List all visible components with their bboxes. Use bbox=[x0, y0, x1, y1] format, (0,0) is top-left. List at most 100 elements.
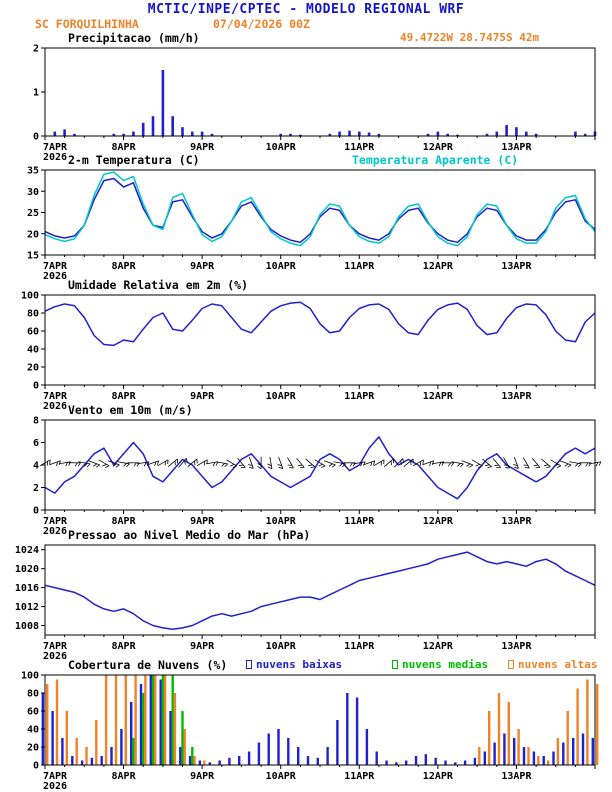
svg-text:15: 15 bbox=[27, 251, 39, 262]
svg-text:7APR: 7APR bbox=[43, 771, 68, 782]
svg-text:60: 60 bbox=[27, 707, 39, 718]
svg-text:13APR: 13APR bbox=[501, 142, 532, 153]
svg-text:8APR: 8APR bbox=[112, 261, 137, 272]
svg-text:10APR: 10APR bbox=[266, 771, 297, 782]
svg-text:11APR: 11APR bbox=[344, 641, 375, 652]
svg-text:9APR: 9APR bbox=[190, 391, 215, 402]
svg-text:2026: 2026 bbox=[43, 271, 67, 282]
legend-high-clouds: nuvens altas bbox=[508, 658, 597, 671]
panel-title-wind: Vento em 10m (m/s) bbox=[68, 403, 193, 417]
svg-text:100: 100 bbox=[21, 291, 39, 302]
panel-title-precipitation: Precipitacao (mm/h) bbox=[68, 31, 200, 45]
svg-text:25: 25 bbox=[27, 208, 39, 219]
svg-text:1016: 1016 bbox=[15, 583, 39, 594]
svg-text:7APR: 7APR bbox=[43, 261, 68, 272]
svg-text:12APR: 12APR bbox=[423, 142, 454, 153]
svg-text:13APR: 13APR bbox=[501, 516, 532, 527]
svg-text:8APR: 8APR bbox=[112, 771, 137, 782]
svg-text:11APR: 11APR bbox=[344, 771, 375, 782]
svg-text:9APR: 9APR bbox=[190, 261, 215, 272]
svg-text:2026: 2026 bbox=[43, 401, 67, 412]
svg-text:40: 40 bbox=[27, 345, 39, 356]
legend-low-clouds: nuvens baixas bbox=[246, 658, 342, 671]
svg-text:10APR: 10APR bbox=[266, 391, 297, 402]
svg-text:9APR: 9APR bbox=[190, 516, 215, 527]
svg-text:30: 30 bbox=[27, 187, 39, 198]
panel-title-clouds: Cobertura de Nuvens (%) bbox=[68, 658, 228, 672]
panel-title-pressure: Pressao ao Nivel Medio do Mar (hPa) bbox=[68, 528, 311, 542]
low-clouds-swatch-icon bbox=[246, 660, 252, 669]
svg-text:10APR: 10APR bbox=[266, 261, 297, 272]
svg-text:11APR: 11APR bbox=[344, 142, 375, 153]
svg-text:20: 20 bbox=[27, 743, 39, 754]
svg-text:8APR: 8APR bbox=[112, 516, 137, 527]
svg-text:20: 20 bbox=[27, 363, 39, 374]
svg-text:1020: 1020 bbox=[15, 564, 39, 575]
apparent-temperature-label: Temperatura Aparente (C) bbox=[352, 153, 519, 167]
station-name: SC FORQUILHINHA bbox=[35, 17, 139, 31]
svg-text:2026: 2026 bbox=[43, 152, 67, 163]
page-title: MCTIC/INPE/CPTEC - MODELO REGIONAL WRF bbox=[147, 2, 465, 17]
panel-title-humidity: Umidade Relativa em 2m (%) bbox=[68, 278, 249, 292]
svg-text:13APR: 13APR bbox=[501, 261, 532, 272]
precipitation-chart: 0 1 2 7APR 2026 8APR 9APR 10APR 11APR 12APR 13APR bbox=[0, 44, 612, 170]
legend-mid-clouds: nuvens medias bbox=[392, 658, 488, 671]
svg-text:1008: 1008 bbox=[15, 621, 39, 632]
svg-text:7APR: 7APR bbox=[43, 516, 68, 527]
svg-text:1: 1 bbox=[33, 88, 39, 99]
wind-chart: 0 2 4 6 8 7APR 2026 8APR 9APR 10APR 11APR 12APR 13AP… bbox=[0, 416, 612, 544]
legend-mid-clouds-label: nuvens medias bbox=[402, 658, 489, 671]
svg-text:20: 20 bbox=[27, 229, 39, 240]
svg-text:10APR: 10APR bbox=[266, 516, 297, 527]
svg-text:2: 2 bbox=[33, 483, 39, 494]
svg-text:0: 0 bbox=[33, 381, 39, 392]
svg-text:10APR: 10APR bbox=[266, 641, 297, 652]
svg-text:80: 80 bbox=[27, 689, 39, 700]
svg-text:9APR: 9APR bbox=[190, 641, 215, 652]
svg-text:7APR: 7APR bbox=[43, 641, 68, 652]
svg-text:0: 0 bbox=[33, 761, 39, 772]
humidity-chart: 0 20 40 60 80 100 7APR 2026 8APR 9APR 10APR 11APR 12… bbox=[0, 291, 612, 419]
legend-high-clouds-label: nuvens altas bbox=[518, 658, 598, 671]
svg-text:7APR: 7APR bbox=[43, 142, 68, 153]
svg-text:12APR: 12APR bbox=[423, 516, 454, 527]
svg-text:80: 80 bbox=[27, 309, 39, 320]
svg-text:10APR: 10APR bbox=[266, 142, 297, 153]
svg-text:8APR: 8APR bbox=[112, 641, 137, 652]
svg-text:8APR: 8APR bbox=[112, 391, 137, 402]
svg-text:0: 0 bbox=[33, 506, 39, 517]
pressure-chart: 1008 1012 1016 1020 1024 7APR 2026 8APR 9APR 10AP… bbox=[0, 541, 612, 669]
svg-text:0: 0 bbox=[33, 132, 39, 143]
svg-text:8: 8 bbox=[33, 416, 39, 427]
svg-text:13APR: 13APR bbox=[501, 391, 532, 402]
svg-text:11APR: 11APR bbox=[344, 516, 375, 527]
svg-text:11APR: 11APR bbox=[344, 391, 375, 402]
svg-text:11APR: 11APR bbox=[344, 261, 375, 272]
svg-text:13APR: 13APR bbox=[501, 641, 532, 652]
run-datetime: 07/04/2026 00Z bbox=[213, 17, 310, 31]
temperature-chart: 15 20 25 30 35 7APR 2026 8APR 9APR 10APR 11APR 12AP… bbox=[0, 166, 612, 289]
svg-text:100: 100 bbox=[21, 671, 39, 682]
legend-low-clouds-label: nuvens baixas bbox=[256, 658, 343, 671]
mid-clouds-swatch-icon bbox=[392, 660, 398, 669]
panel-title-temperature: 2-m Temperatura (C) bbox=[68, 153, 200, 167]
svg-text:7APR: 7APR bbox=[43, 391, 68, 402]
svg-text:35: 35 bbox=[27, 166, 39, 177]
svg-text:12APR: 12APR bbox=[423, 391, 454, 402]
cloud-cover-chart: 0 20 40 60 80 100 7APR 2026 8APR 9APR 10APR 11APR 12… bbox=[0, 671, 612, 792]
svg-text:12APR: 12APR bbox=[423, 641, 454, 652]
svg-text:1024: 1024 bbox=[15, 545, 39, 556]
svg-text:60: 60 bbox=[27, 327, 39, 338]
svg-text:2026: 2026 bbox=[43, 651, 67, 662]
svg-text:12APR: 12APR bbox=[423, 261, 454, 272]
high-clouds-swatch-icon bbox=[508, 660, 514, 669]
svg-text:4: 4 bbox=[33, 461, 39, 472]
svg-text:13APR: 13APR bbox=[501, 771, 532, 782]
svg-text:2: 2 bbox=[33, 44, 39, 55]
svg-text:1012: 1012 bbox=[15, 602, 39, 613]
svg-text:6: 6 bbox=[33, 438, 39, 449]
svg-text:12APR: 12APR bbox=[423, 771, 454, 782]
svg-text:2026: 2026 bbox=[43, 526, 67, 537]
svg-text:2026: 2026 bbox=[43, 781, 67, 792]
